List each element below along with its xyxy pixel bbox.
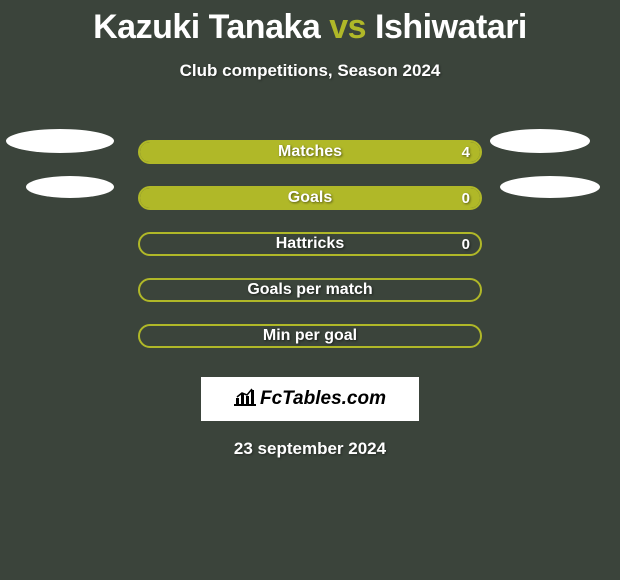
stat-label: Matches [278, 143, 342, 161]
vs-label: vs [329, 8, 366, 46]
value-ellipse [500, 176, 600, 198]
stat-row: Goals per match [0, 267, 620, 313]
stat-bar: Goals per match [138, 278, 482, 302]
value-ellipse [490, 129, 590, 153]
stat-bar: Goals 0 [138, 186, 482, 210]
source-logo: FcTables.com [201, 377, 419, 421]
value-ellipse [6, 129, 114, 153]
stats-rows: Matches 4 Goals 0 Hattricks 0 Goals per match M… [0, 129, 620, 359]
stat-row: Hattricks 0 [0, 221, 620, 267]
stat-bar: Min per goal [138, 324, 482, 348]
stat-label: Hattricks [276, 235, 344, 253]
player2-name: Ishiwatari [375, 8, 527, 46]
player1-name: Kazuki Tanaka [93, 8, 320, 46]
stat-label: Min per goal [263, 327, 357, 345]
value-ellipse [26, 176, 114, 198]
stat-label: Goals per match [247, 281, 372, 299]
date: 23 september 2024 [0, 439, 620, 459]
chart-icon [234, 388, 256, 411]
stat-row: Min per goal [0, 313, 620, 359]
logo-text: FcTables.com [260, 388, 386, 410]
bar-fill-right [310, 188, 480, 208]
stat-label: Goals [288, 189, 332, 207]
stat-bar: Hattricks 0 [138, 232, 482, 256]
comparison-title: Kazuki Tanaka vs Ishiwatari [0, 8, 620, 47]
stat-value-right: 4 [462, 144, 470, 161]
subtitle: Club competitions, Season 2024 [0, 61, 620, 81]
stat-value-right: 0 [462, 236, 470, 253]
bar-fill-left [140, 188, 310, 208]
stat-value-right: 0 [462, 190, 470, 207]
stat-bar: Matches 4 [138, 140, 482, 164]
